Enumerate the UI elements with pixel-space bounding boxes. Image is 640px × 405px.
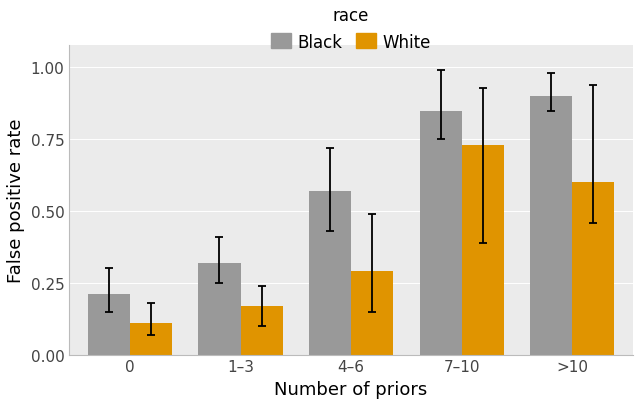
Bar (88, 294, 130, 355)
Y-axis label: False positive rate: False positive rate (7, 118, 25, 282)
Bar (351, 272, 393, 355)
Bar (572, 183, 614, 355)
Bar (309, 192, 351, 355)
Bar (241, 306, 282, 355)
Bar (530, 97, 572, 355)
Legend: Black, White: Black, White (271, 7, 431, 51)
Bar (198, 263, 241, 355)
Bar (130, 323, 172, 355)
Bar (461, 146, 504, 355)
Bar (420, 111, 461, 355)
X-axis label: Number of priors: Number of priors (275, 380, 428, 398)
